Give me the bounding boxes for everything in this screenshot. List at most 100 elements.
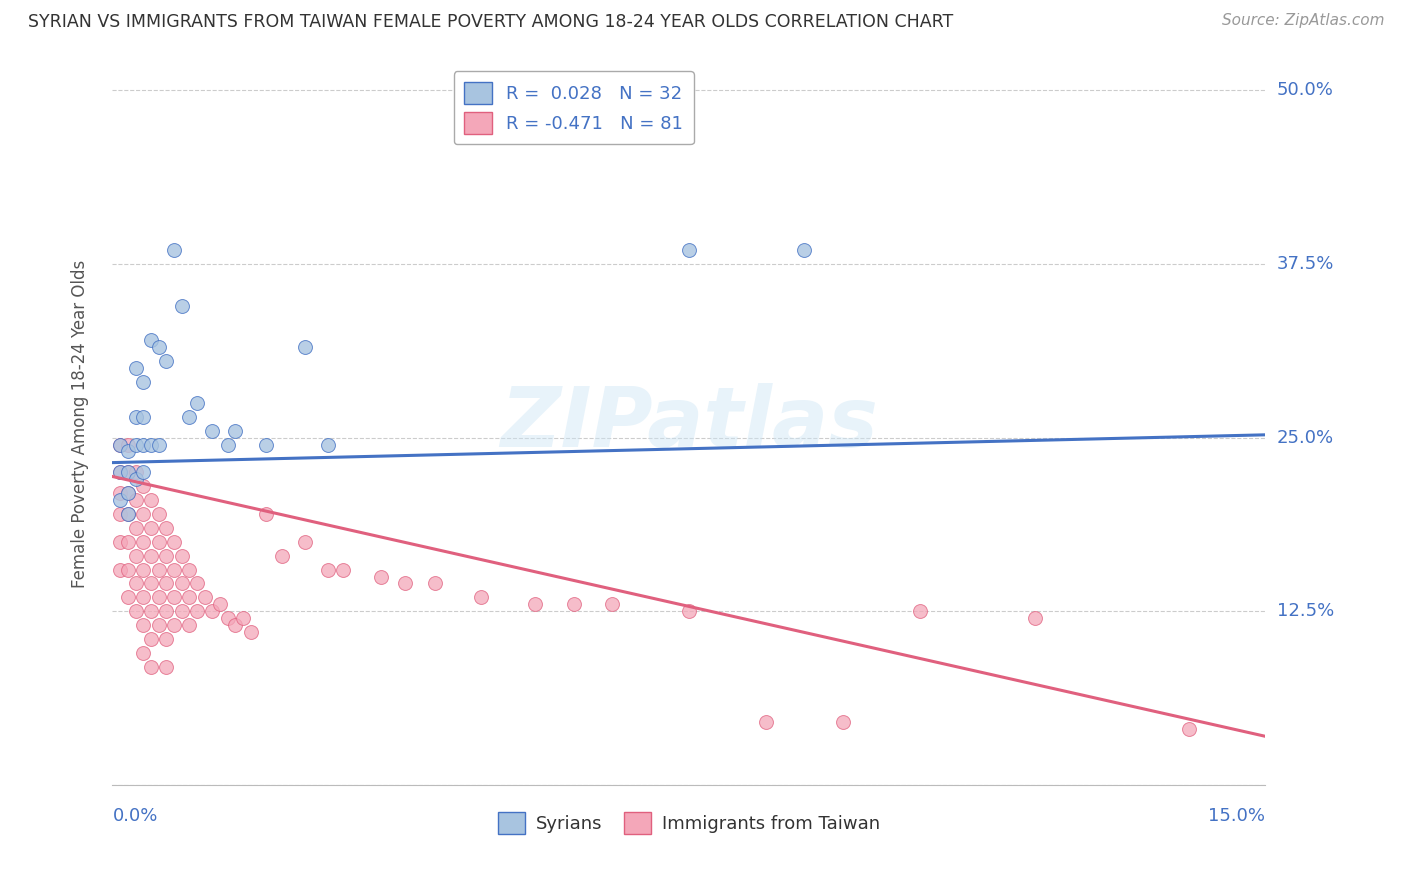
Point [179,618,201,632]
Point [908,604,931,618]
Point [562,598,585,612]
Point [148,507,170,521]
Point [163,563,186,577]
Legend: Syrians, Immigrants from Taiwan: Syrians, Immigrants from Taiwan [491,805,887,841]
Point [793,243,815,257]
Point [108,486,131,500]
Point [600,598,623,612]
Point [108,437,131,451]
Point [163,243,186,257]
Point [132,466,155,480]
Point [108,507,131,521]
Point [155,632,177,646]
Text: 37.5%: 37.5% [1277,255,1334,273]
Point [108,563,131,577]
Point [117,486,139,500]
Text: 12.5%: 12.5% [1277,602,1334,620]
Point [117,507,139,521]
Point [425,576,447,591]
Point [155,604,177,618]
Point [170,604,193,618]
Point [170,549,193,563]
Point [316,563,339,577]
Point [179,409,201,424]
Text: 15.0%: 15.0% [1208,806,1265,824]
Point [132,534,155,549]
Point [155,549,177,563]
Point [132,375,155,389]
Point [148,437,170,451]
Point [132,479,155,493]
Point [117,563,139,577]
Point [139,576,162,591]
Point [124,472,146,486]
Point [117,486,139,500]
Point [108,534,131,549]
Point [124,437,146,451]
Point [132,646,155,660]
Point [124,576,146,591]
Point [124,466,146,480]
Point [186,576,208,591]
Point [155,660,177,674]
Point [217,437,239,451]
Point [294,534,316,549]
Point [370,569,392,583]
Point [201,424,224,438]
Point [124,493,146,508]
Point [194,591,217,605]
Text: SYRIAN VS IMMIGRANTS FROM TAIWAN FEMALE POVERTY AMONG 18-24 YEAR OLDS CORRELATIO: SYRIAN VS IMMIGRANTS FROM TAIWAN FEMALE … [28,13,953,31]
Point [239,625,262,640]
Point [163,618,186,632]
Point [108,466,131,480]
Point [224,618,246,632]
Point [139,604,162,618]
Point [1177,723,1199,737]
Point [201,604,224,618]
Y-axis label: Female Poverty Among 18-24 Year Olds: Female Poverty Among 18-24 Year Olds [70,260,89,588]
Point [155,521,177,535]
Point [124,549,146,563]
Point [155,354,177,368]
Point [132,618,155,632]
Point [179,591,201,605]
Point [117,444,139,458]
Text: ZIPatlas: ZIPatlas [501,384,877,464]
Point [270,549,292,563]
Point [117,437,139,451]
Point [394,576,416,591]
Point [232,611,254,625]
Point [155,576,177,591]
Point [148,591,170,605]
Point [108,466,131,480]
Point [117,466,139,480]
Point [1024,611,1046,625]
Point [209,598,232,612]
Point [124,604,146,618]
Point [148,618,170,632]
Text: 50.0%: 50.0% [1277,81,1333,99]
Point [139,549,162,563]
Point [170,299,193,313]
Point [678,243,700,257]
Point [139,334,162,348]
Point [132,437,155,451]
Point [148,340,170,354]
Point [163,534,186,549]
Point [139,632,162,646]
Point [117,507,139,521]
Point [254,437,277,451]
Point [124,361,146,376]
Point [124,521,146,535]
Point [254,507,277,521]
Point [524,598,547,612]
Point [294,340,316,354]
Point [117,466,139,480]
Point [470,591,492,605]
Point [755,715,778,730]
Point [217,611,239,625]
Point [132,563,155,577]
Point [139,437,162,451]
Point [132,591,155,605]
Point [117,534,139,549]
